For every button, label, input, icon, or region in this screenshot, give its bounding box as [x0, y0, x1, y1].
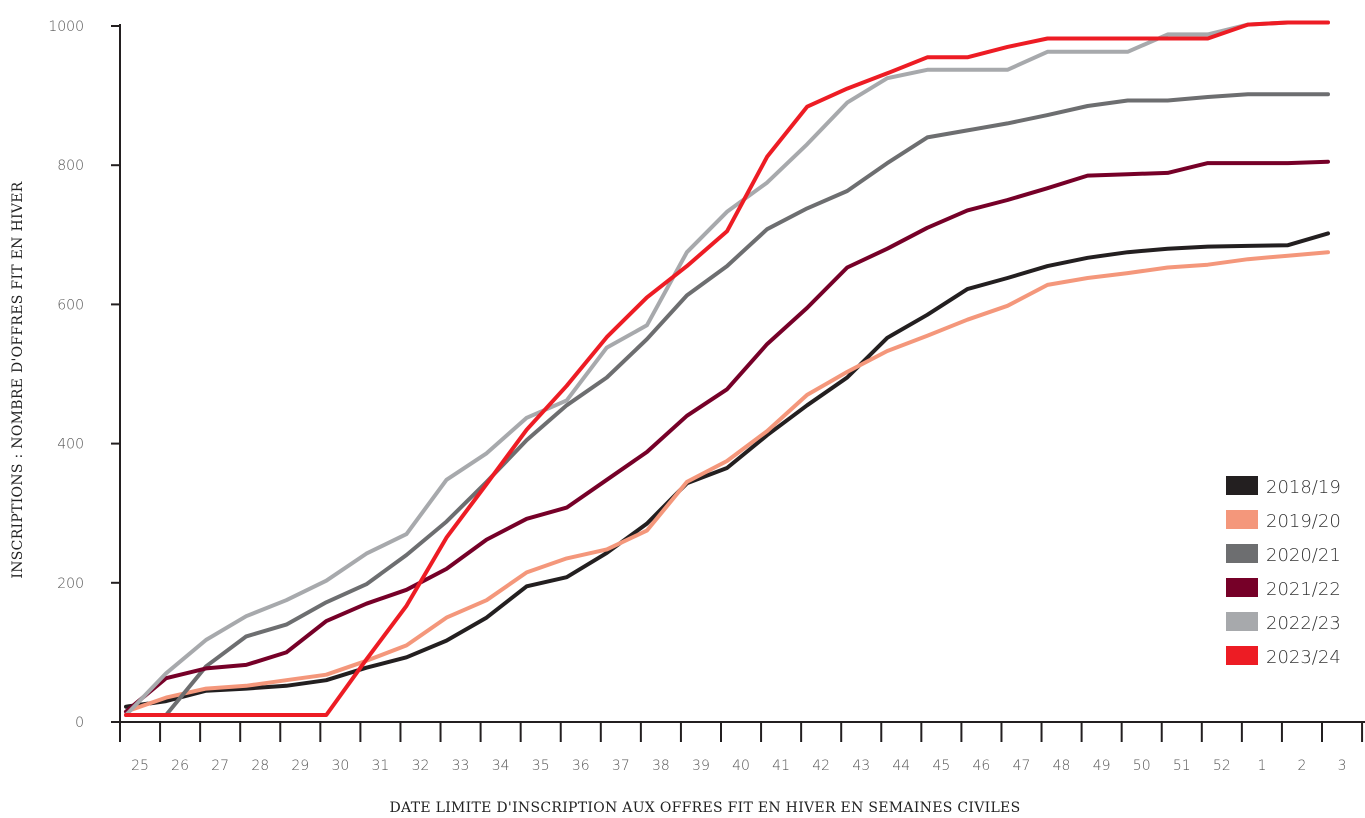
x-tick-label: 27	[211, 758, 229, 774]
series-line-2022-23	[124, 20, 1330, 717]
x-tick-label: 35	[532, 758, 550, 774]
x-axis-title: DATE LIMITE D'INSCRIPTION AUX OFFRES FIT…	[390, 800, 1021, 816]
x-tick-label: 52	[1213, 758, 1231, 774]
x-tick-label: 2	[1298, 758, 1307, 774]
y-axis-title: INSCRIPTIONS : NOMBRE D'OFFRES FIT EN HI…	[10, 181, 26, 578]
x-tick-label: 32	[412, 758, 430, 774]
y-tick-label: 200	[57, 576, 84, 592]
x-tick-label: 46	[973, 758, 991, 774]
x-tick-label: 25	[131, 758, 149, 774]
x-tick-label: 42	[812, 758, 830, 774]
x-tick-label: 50	[1133, 758, 1151, 774]
legend-swatch	[1226, 476, 1258, 495]
legend-swatch	[1226, 510, 1258, 529]
y-tick-label: 800	[57, 158, 84, 174]
series-line-2018-19	[124, 231, 1330, 709]
x-tick-label: 28	[251, 758, 269, 774]
x-tick-label: 41	[772, 758, 790, 774]
legend-label: 2018/19	[1266, 477, 1341, 498]
x-tick-label: 36	[572, 758, 590, 774]
y-tick-label: 400	[57, 437, 84, 453]
x-tick-label: 48	[1053, 758, 1071, 774]
series-lines	[124, 20, 1330, 717]
legend-label: 2023/24	[1266, 647, 1341, 668]
x-tick-label: 34	[492, 758, 510, 774]
x-tick-label: 3	[1338, 758, 1347, 774]
x-tick-label: 1	[1257, 758, 1266, 774]
x-tick-label: 39	[692, 758, 710, 774]
x-tick-label: 30	[331, 758, 349, 774]
legend-swatch	[1226, 646, 1258, 665]
legend-label: 2019/20	[1266, 511, 1341, 532]
x-tick-label: 38	[652, 758, 670, 774]
y-tick-label: 1000	[48, 19, 84, 35]
legend-swatch	[1226, 612, 1258, 631]
x-tick-label: 44	[892, 758, 910, 774]
series-line-2023-24	[124, 20, 1330, 717]
series-line-2020-21	[124, 92, 1330, 717]
x-tick-label: 40	[732, 758, 750, 774]
y-tick-label: 600	[57, 297, 84, 313]
x-tick-label: 47	[1013, 758, 1031, 774]
x-tick-label: 33	[452, 758, 470, 774]
series-line-2019-20	[124, 250, 1330, 714]
legend-swatch	[1226, 578, 1258, 597]
x-tick-label: 51	[1173, 758, 1191, 774]
series-line-2021-22	[124, 159, 1330, 714]
y-axis: 0 200 400 600 800 1000	[48, 19, 121, 731]
legend-label: 2021/22	[1266, 579, 1341, 600]
x-tick-label: 29	[291, 758, 309, 774]
legend-label: 2020/21	[1266, 545, 1341, 566]
x-tick-label: 45	[932, 758, 950, 774]
y-tick-label: 0	[75, 715, 84, 731]
x-tick-label: 43	[852, 758, 870, 774]
x-tick-label: 49	[1093, 758, 1111, 774]
x-axis: 25 26 27 28 29 30 31 32 33 34 35 36 37 38 39 40 41 42 43 44…	[119, 721, 1365, 774]
legend: 2018/19 2019/20 2020/21 2021/22 2022/23 2023/…	[1226, 476, 1341, 668]
legend-label: 2022/23	[1266, 613, 1341, 634]
x-tick-label: 31	[372, 758, 390, 774]
x-tick-label: 37	[612, 758, 630, 774]
x-tick-label: 26	[171, 758, 189, 774]
legend-swatch	[1226, 544, 1258, 563]
